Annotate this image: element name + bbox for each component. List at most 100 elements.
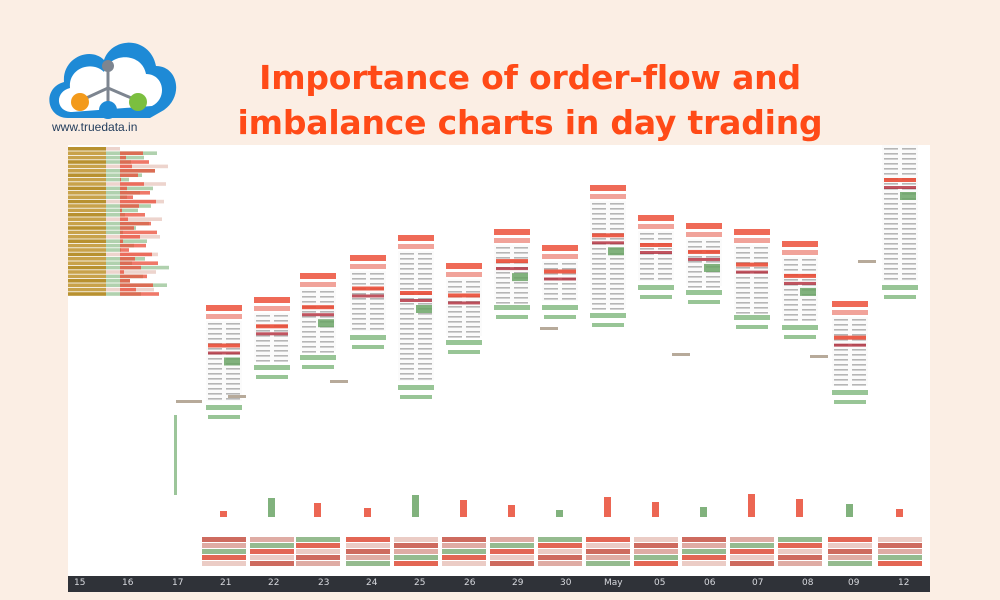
candle-subheader-bar — [832, 310, 868, 315]
footprint-cells — [542, 261, 578, 301]
volume-profile-extension — [106, 217, 162, 221]
footprint-text-line — [688, 286, 702, 288]
footprint-text-line — [706, 281, 720, 283]
footprint-text-line — [274, 315, 288, 317]
candle-footer-bar-2 — [736, 325, 768, 329]
volume-profile-sell — [120, 199, 156, 204]
imbalance-outline — [592, 241, 624, 245]
footprint-text-line — [418, 303, 432, 305]
footprint-text-line — [736, 307, 750, 309]
stats-table-cell — [730, 543, 774, 548]
volume-profile-sell — [120, 230, 157, 235]
footprint-text-line — [514, 257, 528, 259]
footprint-text-line — [884, 258, 898, 260]
footprint-text-line — [688, 266, 702, 268]
footprint-text-line — [592, 263, 606, 265]
footprint-text-line — [902, 223, 916, 225]
footprint-text-line — [208, 363, 222, 365]
footprint-text-line — [400, 318, 414, 320]
volume-profile-extension — [106, 230, 123, 235]
footprint-text-line — [514, 252, 528, 254]
candle-header-bar — [206, 305, 242, 311]
imbalance-outline — [496, 267, 528, 271]
volume-profile-sell — [120, 160, 149, 164]
stats-table-cell — [394, 543, 438, 548]
imbalance-highlight — [884, 178, 916, 182]
footprint-text-line — [448, 331, 462, 333]
footprint-text-line — [902, 173, 916, 175]
footprint-text-line — [688, 281, 702, 283]
volume-profile-extension — [106, 279, 130, 283]
footprint-text-line — [640, 263, 654, 265]
footprint-text-line — [320, 301, 334, 303]
footprint-text-line — [902, 233, 916, 235]
x-axis-tick-label: 21 — [220, 578, 232, 588]
volume-profile-bar — [68, 270, 106, 274]
buy-imbalance-cell — [416, 305, 432, 313]
footprint-text-line — [902, 248, 916, 250]
footprint-text-line — [352, 308, 366, 310]
footprint-text-line — [400, 268, 414, 270]
footprint-text-line — [418, 353, 432, 355]
footprint-text-line — [562, 263, 576, 265]
footprint-text-line — [302, 291, 316, 293]
footprint-text-line — [754, 257, 768, 259]
candle-header-bar — [254, 297, 290, 303]
footprint-text-line — [688, 276, 702, 278]
footprint-text-line — [592, 223, 606, 225]
delta-bar — [896, 509, 903, 517]
footprint-text-line — [736, 297, 750, 299]
volume-profile-sell — [120, 221, 151, 226]
imbalance-highlight — [208, 343, 240, 348]
footprint-text-line — [496, 297, 510, 299]
volume-profile-bar — [68, 191, 106, 195]
volume-profile-sell — [120, 204, 139, 208]
footprint-text-line — [852, 329, 866, 331]
candle-header-bar — [542, 245, 578, 251]
stats-table-cell — [250, 549, 294, 554]
footprint-text-line — [736, 257, 750, 259]
footprint-text-line — [562, 293, 576, 295]
footprint-text-line — [400, 363, 414, 365]
footprint-text-line — [400, 298, 414, 300]
footprint-text-line — [400, 323, 414, 325]
footprint-text-line — [834, 339, 848, 341]
footprint-text-line — [592, 308, 606, 310]
volume-profile-bar — [68, 261, 106, 265]
footprint-text-line — [802, 264, 816, 266]
stats-table-cell — [682, 549, 726, 554]
volume-profile-sell — [120, 243, 146, 248]
footprint-text-line — [884, 183, 898, 185]
site-url[interactable]: www.truedata.in — [52, 120, 138, 134]
footprint-text-line — [902, 183, 916, 185]
stats-table-cell — [634, 549, 678, 554]
footprint-text-line — [208, 383, 222, 385]
x-axis-tick-label: 24 — [366, 578, 378, 588]
footprint-text-line — [208, 398, 222, 400]
footprint-text-line — [640, 258, 654, 260]
stats-table-cell — [778, 549, 822, 554]
footprint-text-line — [400, 373, 414, 375]
footprint-text-line — [302, 336, 316, 338]
candle-header-bar — [446, 263, 482, 269]
buy-imbalance-cell — [704, 263, 720, 272]
footprint-text-line — [610, 268, 624, 270]
footprint-text-line — [784, 304, 798, 306]
footprint-text-line — [884, 148, 898, 150]
footprint-text-line — [802, 304, 816, 306]
stats-table-cell — [442, 537, 486, 542]
footprint-text-line — [352, 273, 366, 275]
stats-table-cell — [250, 543, 294, 548]
stats-table-cell — [538, 537, 582, 542]
footprint-text-line — [466, 336, 480, 338]
footprint-text-line — [784, 279, 798, 281]
footprint-text-line — [562, 268, 576, 270]
volume-profile-bar — [68, 217, 106, 221]
stats-table-cell — [442, 555, 486, 560]
footprint-text-line — [852, 384, 866, 386]
footprint-text-line — [902, 278, 916, 280]
footprint-text-line — [208, 358, 222, 360]
footprint-text-line — [466, 286, 480, 288]
stats-table-cell — [394, 555, 438, 560]
footprint-text-line — [418, 283, 432, 285]
